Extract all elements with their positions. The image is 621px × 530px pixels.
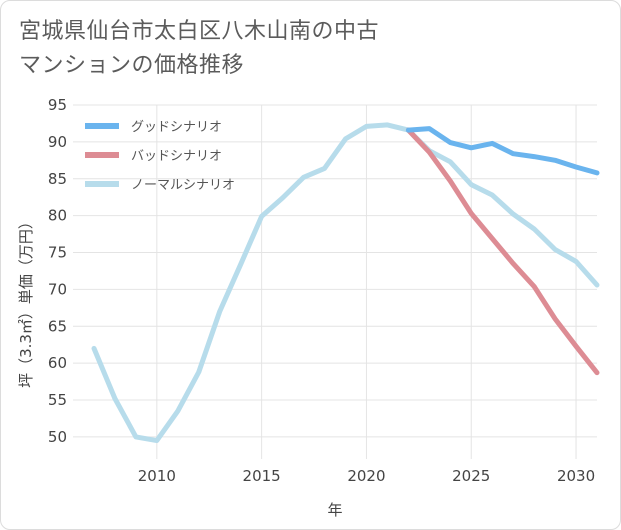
y-tick-label: 65 — [48, 317, 67, 335]
x-tick-label: 2010 — [138, 467, 176, 485]
series-lines — [91, 122, 600, 444]
series-line — [405, 127, 600, 376]
y-axis-label: 坪（3.3㎡）単価（万円） — [17, 214, 35, 388]
y-tick-label: 50 — [48, 428, 67, 446]
y-tick-label: 85 — [48, 170, 67, 188]
legend-label: バッドシナリオ — [131, 149, 222, 164]
legend-label: グッドシナリオ — [131, 120, 222, 135]
grid-lines — [73, 104, 597, 459]
y-tick-label: 95 — [48, 96, 67, 114]
x-tick-label: 2020 — [347, 467, 385, 485]
y-tick-label: 75 — [48, 244, 67, 262]
series-line — [405, 126, 600, 176]
y-tick-label: 80 — [48, 207, 67, 225]
chart-title: 宮城県仙台市太白区八木山南の中古マンションの価格推移 — [19, 19, 380, 78]
y-tick-label: 90 — [48, 133, 67, 151]
x-axis-ticks: 2010 2015 2020 2025 2030 — [138, 467, 595, 485]
x-tick-label: 2025 — [452, 467, 490, 485]
legend-label: ノーマルシナリオ — [131, 178, 235, 193]
y-tick-label: 60 — [48, 354, 67, 372]
y-axis-ticks: 50 55 60 65 70 75 80 85 90 95 — [48, 96, 67, 446]
y-tick-label: 55 — [48, 391, 67, 409]
x-axis-label: 年 — [327, 501, 342, 519]
x-tick-label: 2030 — [557, 467, 595, 485]
y-tick-label: 70 — [48, 280, 67, 298]
series-line — [91, 122, 600, 444]
x-tick-label: 2015 — [243, 467, 281, 485]
